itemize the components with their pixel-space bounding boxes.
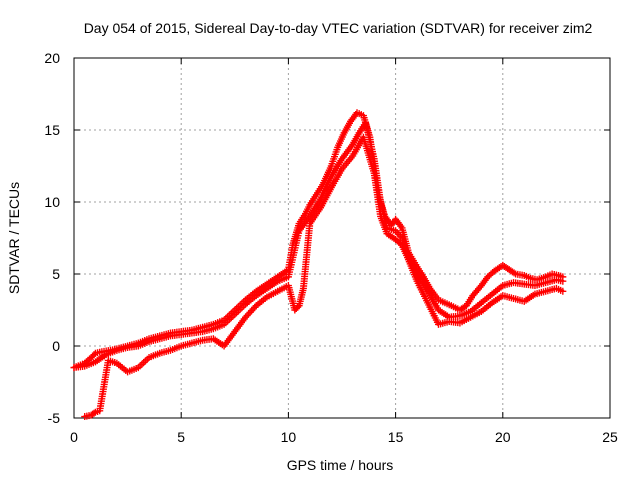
data-series	[70, 109, 567, 372]
x-tick-label: 25	[602, 429, 618, 445]
data-series	[70, 119, 567, 372]
x-tick-label: 20	[495, 429, 511, 445]
chart-title: Day 054 of 2015, Sidereal Day-to-day VTE…	[84, 20, 593, 36]
y-tick-label: -5	[48, 410, 61, 426]
data-series	[81, 133, 567, 421]
x-tick-label: 5	[177, 429, 185, 445]
chart-grid	[74, 58, 610, 418]
y-tick-label: 5	[52, 266, 60, 282]
data-point-interp	[90, 409, 98, 417]
y-axis-label: SDTVAR / TECUs	[6, 182, 22, 294]
data-point-interp	[90, 351, 98, 359]
axis-ticks: 0 5 10 15 20 25 -5 0 5 10 15 20	[44, 50, 618, 445]
data-point-interp	[510, 269, 518, 277]
y-tick-label: 20	[44, 50, 60, 66]
x-tick-label: 0	[70, 429, 78, 445]
y-tick-label: 0	[52, 338, 60, 354]
plot-frame	[73, 57, 611, 419]
data-point	[559, 277, 567, 285]
x-axis-label: GPS time / hours	[287, 457, 394, 473]
x-tick-label: 15	[388, 429, 404, 445]
data-point	[559, 287, 567, 295]
data-marks	[70, 109, 567, 421]
x-tick-label: 10	[281, 429, 297, 445]
y-tick-label: 15	[44, 122, 60, 138]
data-point-interp	[294, 303, 302, 311]
y-tick-label: 10	[44, 194, 60, 210]
